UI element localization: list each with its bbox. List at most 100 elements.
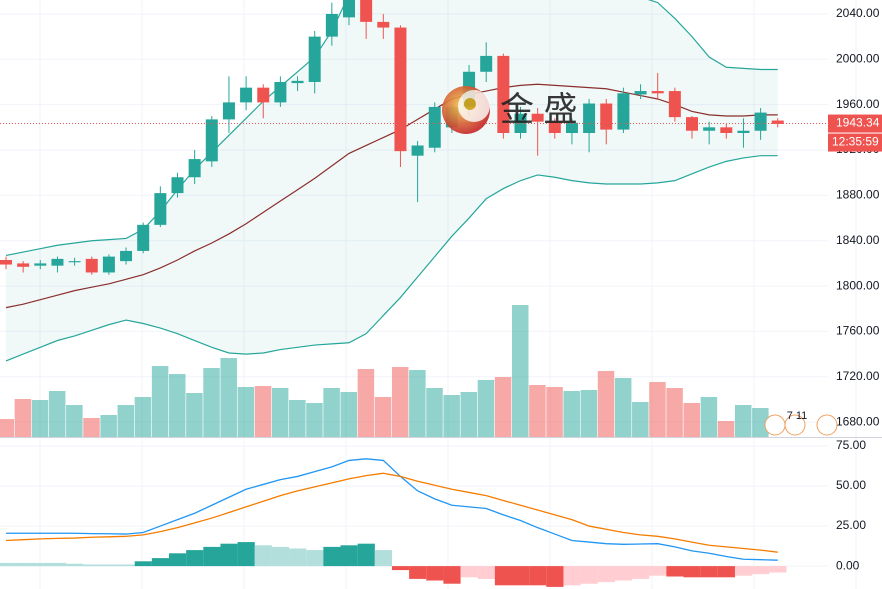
countdown-box — [828, 133, 882, 152]
volume-bar — [306, 403, 323, 437]
candle-body — [343, 0, 355, 18]
volume-bar — [66, 405, 83, 437]
volume-bar — [14, 399, 32, 437]
histogram-bar — [443, 566, 461, 584]
osc-tick-label: 25.00 — [836, 518, 866, 532]
volume-bar — [683, 403, 700, 437]
histogram-bar — [134, 561, 152, 567]
histogram-bar — [700, 566, 718, 578]
volume-bar — [117, 405, 135, 437]
histogram-bar — [409, 566, 427, 579]
candle-body — [548, 121, 561, 134]
volume-bar — [717, 421, 735, 437]
countdown-label: 12:35:59 — [832, 135, 879, 149]
volume-bar — [271, 388, 289, 437]
volume-bar — [752, 408, 769, 437]
current-price-label: 1943.34 — [836, 116, 880, 130]
histogram-bar — [614, 566, 633, 581]
histogram-bar — [169, 553, 187, 567]
bollinger-fill — [6, 0, 778, 361]
volume-bar — [529, 385, 546, 437]
histogram-bar — [323, 546, 341, 567]
histogram-bar — [31, 562, 49, 567]
histogram-bar — [83, 564, 101, 567]
histogram-bar — [151, 558, 170, 567]
event-count: 7 11 — [787, 410, 808, 422]
candle-body — [737, 130, 750, 134]
volume-bar — [614, 378, 632, 437]
volume-bar — [357, 369, 375, 437]
watermark: 金 盛 — [442, 86, 577, 134]
candle-body — [771, 120, 784, 124]
candle-body — [531, 113, 544, 122]
candle-body — [703, 127, 716, 131]
histogram-bar — [0, 562, 15, 567]
candle-body — [377, 21, 390, 28]
candle-body — [51, 258, 64, 266]
oscillator-line — [5, 472, 778, 553]
candle-body — [583, 103, 596, 134]
volume-bar — [563, 391, 580, 437]
candle-body — [686, 117, 698, 131]
oscillator-pane — [0, 458, 787, 587]
histogram-bar — [426, 566, 444, 581]
histogram-bar — [632, 566, 650, 579]
histogram-bar — [357, 543, 375, 567]
candle-body — [600, 103, 613, 130]
volume-bar — [597, 371, 615, 437]
event-icon — [816, 414, 838, 436]
histogram-bar — [769, 566, 787, 573]
candle-body — [222, 102, 235, 120]
histogram-bar — [734, 566, 753, 576]
histogram-bar — [340, 545, 358, 567]
volume-bar — [632, 402, 649, 437]
histogram-bar — [494, 566, 513, 586]
volume-bar — [151, 366, 169, 437]
oscillator-line — [6, 458, 778, 561]
event-icon — [764, 414, 786, 436]
volume-bar — [220, 358, 237, 437]
volume-bar — [546, 387, 563, 437]
volume-bar — [203, 368, 220, 437]
volume-bar — [134, 397, 152, 437]
histogram-bar — [580, 566, 598, 584]
volume-bar — [443, 395, 460, 437]
histogram-bar — [374, 550, 392, 567]
candle-body — [634, 91, 647, 95]
candle-body — [68, 261, 81, 263]
volume-bar — [580, 390, 598, 437]
volume-bar — [323, 388, 340, 437]
y-tick-label: 1720.00 — [836, 369, 880, 383]
volume-bar — [340, 392, 357, 437]
volume-bar — [48, 391, 66, 437]
candle-body — [308, 36, 321, 82]
volume-bar — [494, 377, 512, 437]
candle-body — [137, 224, 150, 251]
candle-body — [617, 93, 630, 130]
logo-dot — [464, 98, 476, 110]
volume-bar — [254, 386, 272, 437]
candle-body — [411, 145, 424, 156]
volume-bar — [666, 388, 683, 437]
histogram-bar — [48, 562, 67, 567]
candle-body — [565, 122, 578, 134]
volume-bar — [100, 415, 117, 437]
candle-body — [360, 0, 373, 22]
candle-body — [85, 258, 98, 273]
histogram-bar — [391, 566, 410, 571]
histogram-bar — [306, 550, 324, 567]
histogram-bar — [666, 566, 684, 577]
candle-body — [154, 193, 167, 225]
event-icons: 7 11 — [764, 410, 838, 436]
histogram-bar — [117, 564, 135, 567]
candle-body — [171, 177, 184, 194]
candle-body — [17, 263, 30, 267]
candle-body — [188, 159, 201, 178]
current-price-box — [828, 114, 882, 133]
volume-bar — [83, 418, 100, 437]
histogram-bar — [717, 566, 735, 578]
candle-body — [720, 127, 733, 134]
volume-bar — [31, 400, 49, 437]
candle-body — [240, 87, 253, 103]
